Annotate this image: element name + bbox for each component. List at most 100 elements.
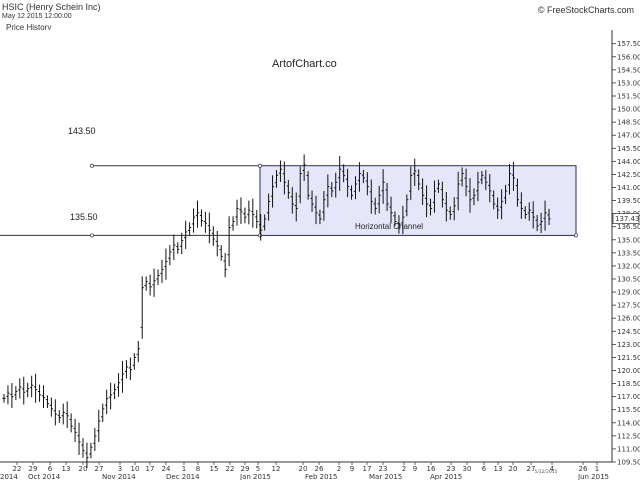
anchor-dot <box>258 163 262 168</box>
ohlc-bar <box>219 245 223 261</box>
y-tick-label: 147.00 <box>617 132 640 140</box>
y-axis-ticks: 109.50 111.00 112.50 114.00 115.50 117.00 118.… <box>612 40 640 467</box>
ohlc-bar <box>73 418 77 442</box>
ohlc-bar <box>207 212 211 244</box>
ohlc-bar <box>452 197 456 221</box>
ohlc-bar <box>440 181 444 208</box>
y-tick-label: 118.50 <box>617 380 640 388</box>
ohlc-bar <box>199 209 204 227</box>
ohlc-bar <box>26 382 30 398</box>
ohlc-bar <box>231 216 235 231</box>
x-month-label: Nov 2014 <box>102 473 136 480</box>
ohlc-bar <box>140 276 144 339</box>
ohlc-bar <box>30 375 34 398</box>
ohlc-bar <box>160 259 164 283</box>
x-axis-ticks: 22 29 6 13 20 27 3 10 17 24 1 8 15 22 29 5 12 20 26 2 9 17 23 2… <box>0 462 609 480</box>
x-day-label: 20 <box>299 465 308 473</box>
last-price-marker: 137.43 <box>612 213 640 224</box>
ohlc-bar <box>41 385 46 408</box>
x-month-label: Feb 2015 <box>305 473 337 480</box>
y-tick-label: 157.50 <box>617 40 640 48</box>
ohlc-bar <box>456 171 460 211</box>
ohlc-bar <box>120 360 125 393</box>
source-credit: © FreeStockCharts.com <box>537 5 634 15</box>
ohlc-bar <box>531 201 535 229</box>
y-tick-label: 112.50 <box>617 432 640 440</box>
x-month-label: Apr 2015 <box>430 473 462 480</box>
ohlc-bar <box>511 162 516 191</box>
ohlc-bar <box>109 382 113 410</box>
ohlc-bar <box>543 200 547 231</box>
ohlc-bar <box>176 242 180 254</box>
x-day-label: 12 <box>272 465 281 473</box>
x-day-label: 3 <box>118 465 122 473</box>
x-day-label: 30 <box>463 465 472 473</box>
ohlc-bar <box>460 167 464 187</box>
x-day-label: 29 <box>241 465 250 473</box>
y-tick-label: 124.50 <box>617 328 640 336</box>
ohlc-bar <box>409 166 413 200</box>
last-price-label: 137.43 <box>615 215 640 223</box>
y-tick-label: 117.00 <box>617 393 640 401</box>
ohlc-bar <box>184 220 188 249</box>
ohlc-bar <box>211 226 215 246</box>
ohlc-bar <box>373 197 377 215</box>
x-day-label: 29 <box>29 465 38 473</box>
ohlc-bar <box>492 190 496 210</box>
ohlc-bar <box>235 199 239 226</box>
ohlc-bar <box>89 442 93 459</box>
y-tick-label: 150.00 <box>617 106 640 114</box>
ohlc-bar <box>188 222 192 236</box>
ohlc-bar <box>338 156 342 191</box>
ohlc-bar <box>480 170 484 185</box>
ohlc-bar <box>345 168 350 198</box>
y-tick-label: 141.00 <box>617 184 640 192</box>
y-tick-label: 142.50 <box>617 171 640 179</box>
y-tick-label: 127.50 <box>617 302 640 310</box>
y-tick-label: 121.50 <box>617 354 640 362</box>
x-day-label: 2 <box>402 465 406 473</box>
y-tick-label: 135.00 <box>617 236 640 244</box>
x-day-label: 22 <box>226 465 235 473</box>
ohlc-bar <box>377 185 381 214</box>
ohlc-bar <box>405 194 409 217</box>
ohlc-bar <box>503 184 508 204</box>
x-day-label: 2 <box>337 465 341 473</box>
x-day-label: 1 <box>595 465 599 473</box>
ohlc-bar <box>191 208 196 233</box>
ohlc-bar <box>496 197 500 219</box>
ohlc-bar <box>472 188 476 206</box>
x-day-label: 27 <box>527 465 536 473</box>
y-tick-label: 154.50 <box>617 66 640 74</box>
anchor-dot <box>90 233 94 238</box>
ohlc-bar <box>18 378 22 399</box>
x-day-label: 13 <box>62 465 71 473</box>
horizontal-channel <box>0 163 578 238</box>
ohlc-bar <box>22 376 26 405</box>
ohlc-bar <box>306 171 310 200</box>
ohlc-bar <box>45 395 50 408</box>
x-month-label: 2014 <box>0 473 18 480</box>
ohlc-bar <box>488 173 492 203</box>
ohlc-bar <box>195 200 200 228</box>
y-tick-label: 139.50 <box>617 197 640 205</box>
watermark: ArtofChart.co <box>272 58 337 70</box>
ohlc-bars <box>2 154 551 469</box>
ohlc-bar <box>85 442 89 469</box>
ohlc-bar <box>37 384 42 402</box>
ohlc-bar <box>263 214 267 231</box>
ohlc-bar <box>294 192 298 222</box>
ohlc-bar <box>247 200 251 225</box>
ohlc-bar <box>274 170 279 188</box>
y-tick-label: 114.00 <box>617 419 640 427</box>
upper-level-label: 143.50 <box>68 126 96 136</box>
ohlc-bar <box>547 208 551 225</box>
last-price-box <box>612 213 640 224</box>
ohlc-bar <box>385 182 389 212</box>
ohlc-bar <box>298 166 302 204</box>
ohlc-bar <box>128 357 132 381</box>
ohlc-bar <box>527 202 531 221</box>
ohlc-bar <box>326 174 330 208</box>
ohlc-bar <box>318 209 322 225</box>
